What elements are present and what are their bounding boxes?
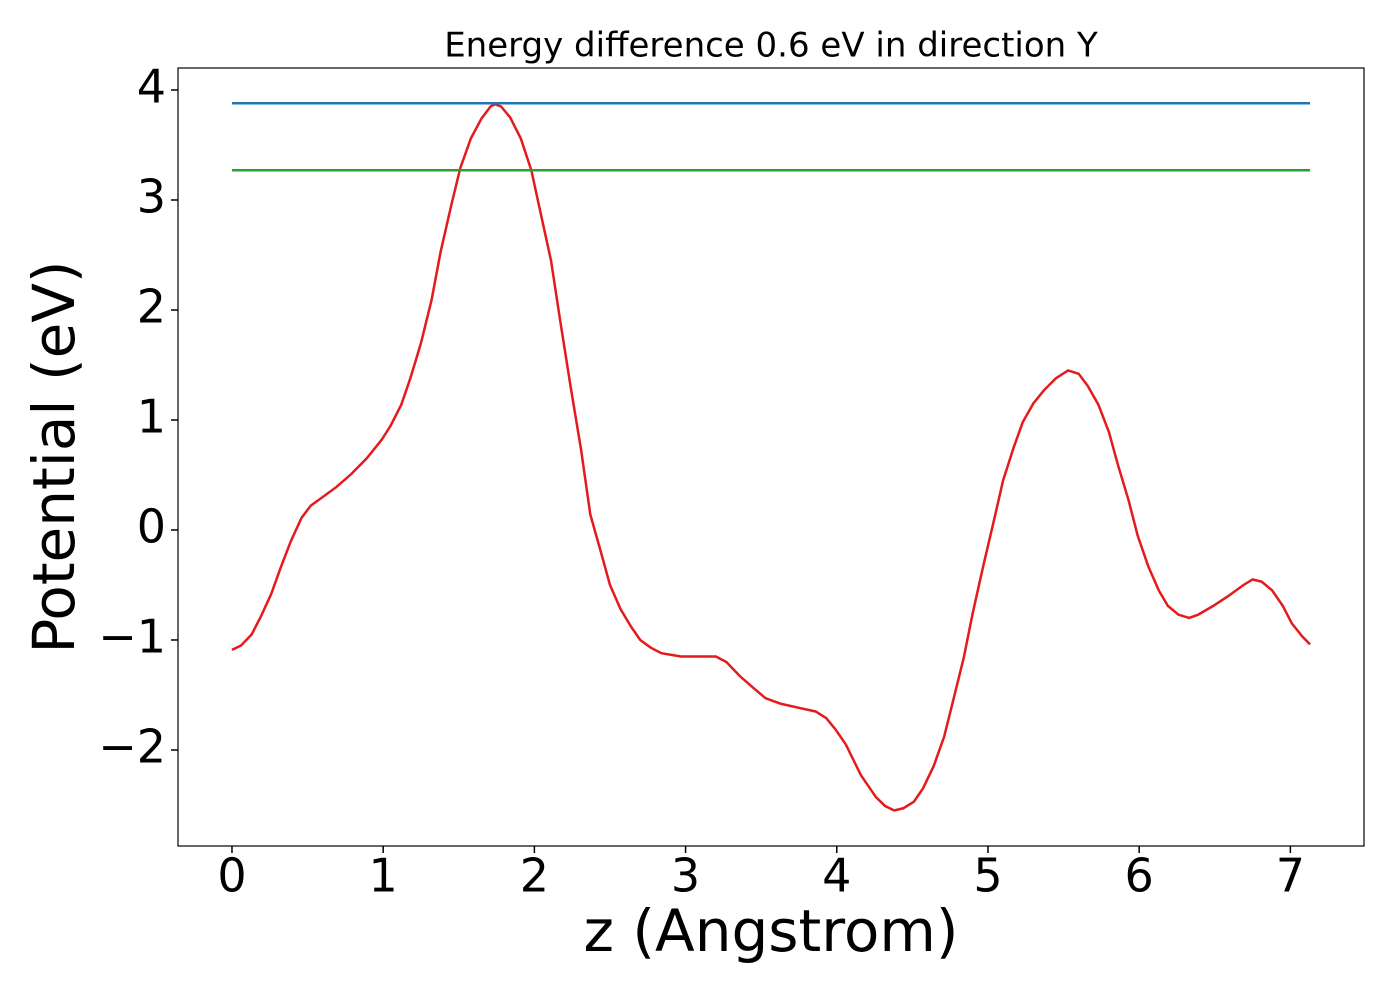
- y-tick-label: 3: [137, 169, 166, 223]
- x-tick-label: 3: [671, 849, 700, 903]
- y-tick-label: 2: [137, 279, 166, 333]
- y-tick-label: 4: [137, 59, 166, 113]
- x-tick-label: 1: [369, 849, 398, 903]
- x-tick-label: 0: [217, 849, 246, 903]
- y-tick-label: 0: [137, 499, 166, 553]
- x-tick-label: 7: [1276, 849, 1305, 903]
- y-tick-label: 1: [137, 389, 166, 443]
- chart-title: Energy difference 0.6 eV in direction Y: [444, 26, 1098, 66]
- y-tick-label: −2: [98, 719, 166, 773]
- x-axis-label: z (Angstrom): [584, 897, 959, 965]
- y-tick-label: −1: [98, 609, 166, 663]
- x-tick-label: 6: [1125, 849, 1154, 903]
- x-tick-label: 5: [973, 849, 1002, 903]
- x-tick-label: 4: [822, 849, 851, 903]
- plot-frame: [177, 67, 1365, 847]
- x-tick-label: 2: [520, 849, 549, 903]
- series-line: [231, 102, 1311, 812]
- y-axis-label: Potential (eV): [20, 260, 88, 653]
